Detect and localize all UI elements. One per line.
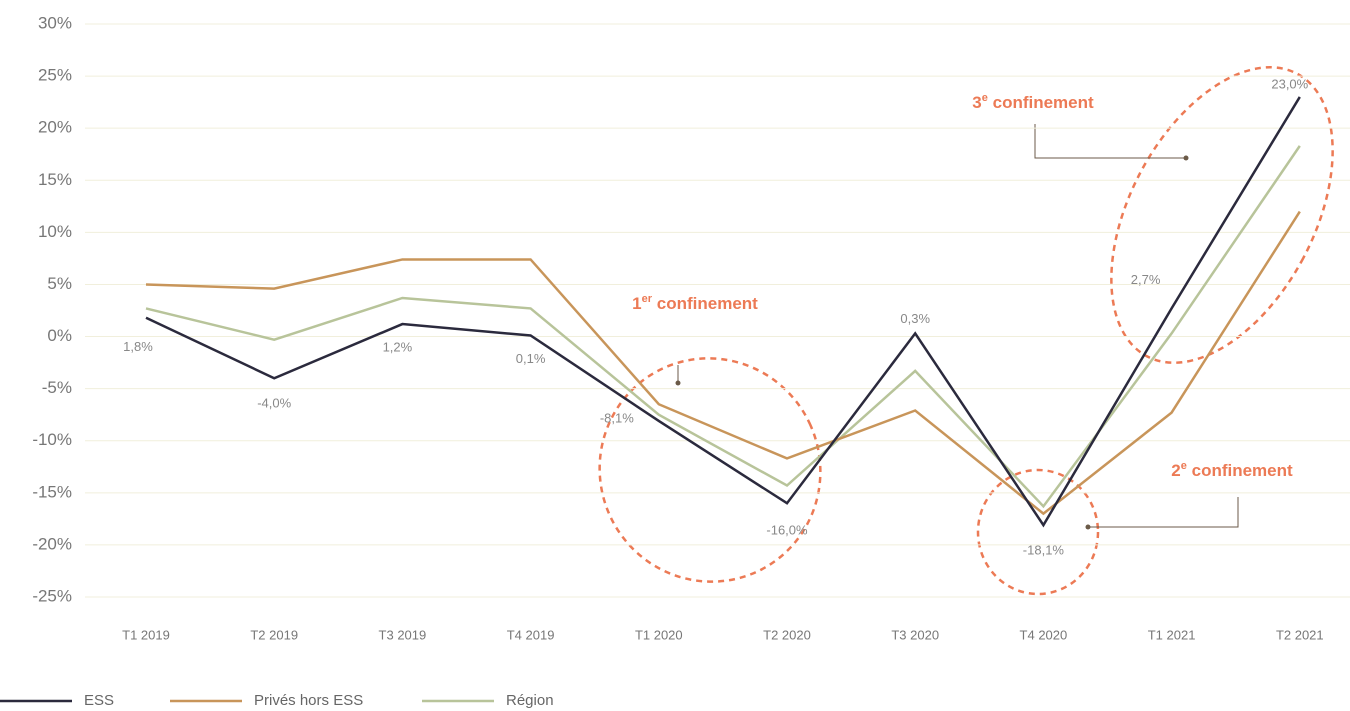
legend-label: ESS xyxy=(84,692,114,709)
highlight-ellipse xyxy=(976,468,1100,596)
leader-dot xyxy=(1183,155,1189,161)
y-tick-label: -20% xyxy=(32,534,72,553)
legend-label: Région xyxy=(506,692,554,709)
data-label: 0,3% xyxy=(900,311,930,326)
x-tick-label: T1 2020 xyxy=(635,627,683,642)
y-tick-label: 25% xyxy=(38,66,72,85)
series-line xyxy=(145,210,1301,516)
leaders xyxy=(675,124,1239,530)
y-tick-label: 20% xyxy=(38,118,72,137)
y-tick-label: 5% xyxy=(47,274,72,293)
data-label: 23,0% xyxy=(1271,76,1308,91)
data-label: 1,8% xyxy=(123,339,153,354)
annotation-text: confinement xyxy=(652,294,758,313)
annotation-number: 1 xyxy=(632,294,641,313)
x-tick-label: T2 2020 xyxy=(763,627,811,642)
annotation-sup: er xyxy=(642,293,653,305)
y-tick-label: -25% xyxy=(32,586,72,605)
y-tick-label: 0% xyxy=(47,326,72,345)
x-tick-label: T1 2019 xyxy=(122,627,170,642)
data-label: -8,1% xyxy=(600,410,634,425)
x-tick-label: T2 2021 xyxy=(1276,627,1324,642)
x-tick-label: T4 2020 xyxy=(1020,627,1068,642)
x-tick-label: T3 2020 xyxy=(891,627,939,642)
y-tick-label: 30% xyxy=(38,13,72,32)
x-tick-label: T3 2019 xyxy=(379,627,427,642)
y-tick-label: 15% xyxy=(38,170,72,189)
leader-dot xyxy=(675,380,681,386)
y-tick-label: -5% xyxy=(42,378,72,397)
grid xyxy=(85,23,1350,598)
data-label: 2,7% xyxy=(1131,272,1161,287)
annotation-text: confinement xyxy=(988,93,1094,112)
leader-dot xyxy=(1085,524,1091,530)
highlight-ellipse xyxy=(598,357,822,583)
annotation: 1er confinement xyxy=(632,293,758,314)
y-tick-label: -15% xyxy=(32,482,72,501)
data-label: -16,0% xyxy=(766,523,808,538)
highlights xyxy=(598,66,1334,596)
data-label: -18,1% xyxy=(1023,543,1065,558)
y-tick-label: -10% xyxy=(32,430,72,449)
data-label: 0,1% xyxy=(516,351,546,366)
x-tick-label: T2 2019 xyxy=(250,627,298,642)
x-tick-label: T4 2019 xyxy=(507,627,555,642)
annotation-number: 2 xyxy=(1171,461,1180,480)
annotation: 3e confinement xyxy=(972,92,1094,113)
annotation-sup: e xyxy=(982,92,988,104)
highlight-ellipse xyxy=(1110,66,1334,364)
data-label: -4,0% xyxy=(257,396,291,411)
annotation-text: confinement xyxy=(1187,461,1293,480)
series-line xyxy=(145,96,1301,528)
series-line xyxy=(145,145,1301,509)
annotation: 2e confinement xyxy=(1171,460,1293,481)
annotation-sup: e xyxy=(1181,460,1187,472)
y-tick-label: 10% xyxy=(38,222,72,241)
legend-label: Privés hors ESS xyxy=(254,692,363,709)
annotation-number: 3 xyxy=(972,93,981,112)
data-label: 1,2% xyxy=(383,339,413,354)
leader-line xyxy=(1088,497,1239,528)
leader-line xyxy=(1034,124,1186,159)
x-tick-label: T1 2021 xyxy=(1148,627,1196,642)
